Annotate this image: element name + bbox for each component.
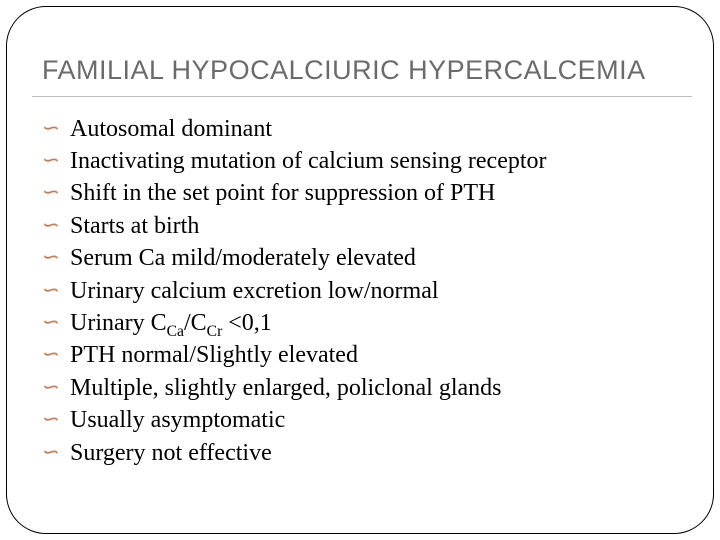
list-item: ∽ Autosomal dominant (40, 113, 702, 145)
bullet-text: Multiple, slightly enlarged, policlonal … (70, 375, 502, 401)
list-item: ∽ Multiple, slightly enlarged, policlona… (40, 372, 702, 404)
list-item: ∽ Serum Ca mild/moderately elevated (40, 242, 702, 274)
bullet-list: ∽ Autosomal dominant ∽ Inactivating muta… (24, 113, 702, 469)
tilde-bullet-icon: ∽ (40, 275, 55, 305)
list-item: ∽ PTH normal/Slightly elevated (40, 339, 702, 371)
slide-title: FAMILIAL HYPOCALCIURIC HYPERCALCEMIA (42, 56, 702, 86)
list-item: ∽ Inactivating mutation of calcium sensi… (40, 145, 702, 177)
bullet-text: Inactivating mutation of calcium sensing… (70, 148, 547, 174)
bullet-text: Usually asymptomatic (70, 407, 285, 433)
tilde-bullet-icon: ∽ (40, 307, 55, 337)
tilde-bullet-icon: ∽ (40, 372, 55, 402)
bullet-text: Urinary calcium excretion low/normal (70, 278, 439, 304)
slide-frame-container: FAMILIAL HYPOCALCIURIC HYPERCALCEMIA ∽ A… (0, 0, 720, 540)
text-fragment: Urinary C (70, 310, 167, 336)
subscript-cr: Cr (207, 323, 223, 340)
title-divider (32, 96, 692, 97)
bullet-text: Autosomal dominant (70, 116, 272, 142)
tilde-bullet-icon: ∽ (40, 145, 55, 175)
text-fragment: <0,1 (222, 310, 272, 336)
tilde-bullet-icon: ∽ (40, 177, 55, 207)
text-fragment: /C (184, 310, 207, 336)
list-item: ∽ Urinary CCa/CCr <0,1 (40, 307, 702, 339)
tilde-bullet-icon: ∽ (40, 113, 55, 143)
bullet-text: PTH normal/Slightly elevated (70, 342, 358, 368)
tilde-bullet-icon: ∽ (40, 437, 55, 467)
list-item: ∽ Surgery not effective (40, 437, 702, 469)
list-item: ∽ Shift in the set point for suppression… (40, 177, 702, 209)
tilde-bullet-icon: ∽ (40, 210, 55, 240)
bullet-text: Serum Ca mild/moderately elevated (70, 245, 416, 271)
bullet-text: Urinary CCa/CCr <0,1 (70, 310, 272, 336)
subscript-ca: Ca (167, 323, 184, 340)
tilde-bullet-icon: ∽ (40, 339, 55, 369)
list-item: ∽ Starts at birth (40, 210, 702, 242)
bullet-text: Starts at birth (70, 213, 199, 239)
bullet-text: Surgery not effective (70, 440, 272, 466)
list-item: ∽ Usually asymptomatic (40, 404, 702, 436)
tilde-bullet-icon: ∽ (40, 404, 55, 434)
list-item: ∽ Urinary calcium excretion low/normal (40, 275, 702, 307)
bullet-text: Shift in the set point for suppression o… (70, 180, 495, 206)
tilde-bullet-icon: ∽ (40, 242, 55, 272)
